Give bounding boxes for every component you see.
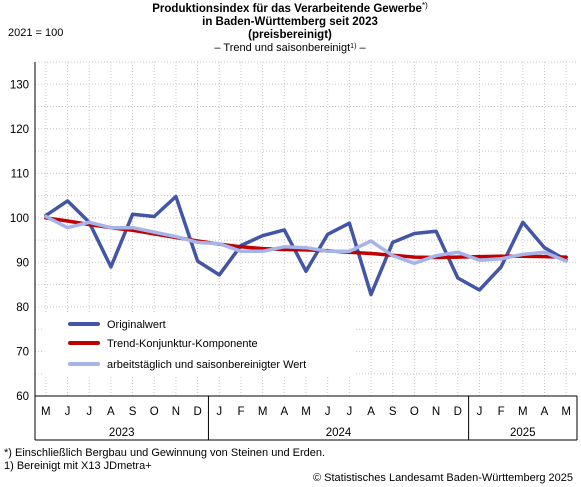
- x-tick-label: J: [216, 406, 222, 418]
- series-line-3: [44, 214, 568, 266]
- x-tick-label: A: [107, 406, 115, 418]
- y-tick-label: 70: [16, 346, 29, 358]
- x-tick-label: A: [280, 406, 288, 418]
- series-line-2: [44, 216, 568, 260]
- x-tick-label: M: [41, 406, 51, 418]
- footnote-1: *) Einschließlich Bergbau und Gewinnung …: [4, 447, 326, 459]
- x-tick-label: N: [432, 406, 440, 418]
- legend-label: arbeitstäglich und saisonbereinigter Wer…: [107, 359, 306, 371]
- footnote-2: 1) Bereinigt mit X13 JDmetra+: [4, 460, 152, 472]
- chart-subtitle: – Trend und saisonbereinigt1) –: [214, 42, 366, 54]
- year-label: 2023: [109, 427, 135, 439]
- chart-title-line-2: in Baden-Württemberg seit 2023: [202, 16, 378, 28]
- chart-title-line-1: Produktionsindex für das Verarbeitende G…: [152, 1, 428, 15]
- legend: Originalwert Trend-Konjunktur-Komponente a…: [43, 313, 354, 377]
- y-tick-label: 80: [16, 302, 29, 314]
- x-tick-label: J: [325, 406, 331, 418]
- x-tick-label: M: [258, 406, 268, 418]
- x-tick-label: F: [237, 406, 244, 418]
- x-tick-label: M: [301, 406, 311, 418]
- x-tick-label: O: [410, 406, 419, 418]
- legend-label: Originalwert: [107, 319, 166, 331]
- y-axis-label: 2021 = 100: [8, 27, 63, 39]
- x-tick-label: D: [193, 406, 201, 418]
- year-label: 2025: [510, 427, 536, 439]
- y-tick-labels: 60 70 80 90 100 110 120 130: [10, 79, 29, 403]
- y-tick-label: 60: [16, 391, 29, 403]
- y-tick-label: 110: [11, 168, 29, 180]
- y-tick-label: 100: [10, 213, 29, 225]
- x-tick-label: J: [477, 406, 483, 418]
- x-tick-label: S: [129, 406, 137, 418]
- x-tick-label: A: [541, 406, 549, 418]
- x-tick-label: D: [454, 406, 462, 418]
- series-line-1: [44, 194, 568, 297]
- y-tick-label: 120: [10, 124, 29, 136]
- x-tick-label: S: [389, 406, 397, 418]
- x-tick-label: J: [86, 406, 92, 418]
- x-tick-label: J: [346, 406, 352, 418]
- subtitle-footnote-marker: 1): [350, 43, 356, 50]
- title-footnote-marker: *): [422, 1, 428, 10]
- y-tick-label: 130: [10, 79, 29, 91]
- x-tick-label: N: [172, 406, 180, 418]
- legend-label: Trend-Konjunktur-Komponente: [107, 338, 258, 350]
- series-layer: [44, 194, 568, 297]
- year-label: 2024: [326, 427, 352, 439]
- chart-title-line-3: (preisbereinigt): [248, 29, 332, 41]
- x-tick-label: M: [518, 406, 528, 418]
- x-tick-label: O: [150, 406, 159, 418]
- x-tick-label: J: [65, 406, 71, 418]
- x-tick-label: A: [367, 406, 375, 418]
- x-tick-label: F: [498, 406, 505, 418]
- copyright: © Statistisches Landesamt Baden-Württemb…: [312, 472, 573, 484]
- x-tick-label: M: [561, 406, 571, 418]
- y-tick-label: 90: [16, 257, 29, 269]
